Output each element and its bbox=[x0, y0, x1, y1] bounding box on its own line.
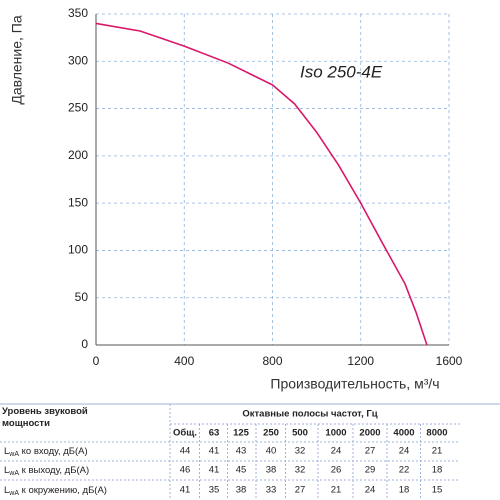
cell: 29 bbox=[365, 465, 376, 476]
cell: 43 bbox=[236, 446, 247, 457]
cell: 33 bbox=[266, 485, 277, 496]
cell: 26 bbox=[331, 465, 342, 476]
cell: 35 bbox=[209, 485, 220, 496]
cell: 24 bbox=[399, 446, 410, 457]
y-tick-label: 50 bbox=[75, 290, 89, 304]
cell: 22 bbox=[399, 465, 410, 476]
y-axis-title: Давление, Па bbox=[9, 15, 25, 105]
table-corner-box: Уровень звуковой мощности bbox=[2, 406, 88, 429]
column-header: 125 bbox=[233, 428, 250, 439]
cell: 32 bbox=[295, 465, 306, 476]
row-subscript: wA bbox=[8, 470, 19, 477]
row-text: ко входу, дБ(А) bbox=[19, 446, 88, 457]
x-tick-label: 800 bbox=[262, 354, 282, 368]
cell: 24 bbox=[331, 446, 342, 457]
column-header: 500 bbox=[292, 428, 308, 439]
row-label: LwA ко входу, дБ(А) bbox=[4, 446, 88, 458]
column-header: 4000 bbox=[393, 428, 414, 439]
cell: 44 bbox=[180, 446, 191, 457]
y-tick-label: 0 bbox=[81, 337, 88, 351]
cell: 38 bbox=[266, 465, 277, 476]
row-text: к выходу, дБ(А) bbox=[19, 465, 89, 476]
row-subscript: wA bbox=[8, 451, 19, 458]
curve bbox=[95, 22, 428, 346]
cell: 41 bbox=[209, 465, 220, 476]
row-symbol: L bbox=[4, 446, 9, 457]
y-tick-label: 350 bbox=[68, 6, 88, 20]
y-tick-label: 200 bbox=[68, 148, 88, 162]
x-axis-title: Производительность, м³/ч bbox=[270, 376, 439, 392]
x-tick-label: 0 bbox=[93, 354, 100, 368]
row-subscript: wA bbox=[8, 490, 19, 497]
cell: 32 bbox=[295, 446, 306, 457]
x-tick-label: 400 bbox=[174, 354, 194, 368]
x-tick-label: 1600 bbox=[436, 354, 463, 368]
y-tick-label: 150 bbox=[68, 195, 88, 209]
cell: 27 bbox=[365, 446, 376, 457]
cell: 46 bbox=[180, 465, 191, 476]
cell: 15 bbox=[432, 485, 443, 496]
cell: 21 bbox=[331, 485, 342, 496]
column-header: 250 bbox=[263, 428, 279, 439]
x-tick-label: 1200 bbox=[347, 354, 374, 368]
cell: 27 bbox=[295, 485, 306, 496]
cell: 38 bbox=[236, 485, 247, 496]
cell: 45 bbox=[236, 465, 247, 476]
row-text: к окружению, дБ(А) bbox=[19, 485, 107, 496]
y-tick-label: 250 bbox=[68, 101, 88, 115]
table-corner: Уровень звуковой мощности bbox=[2, 406, 88, 429]
y-tick-label: 300 bbox=[68, 53, 88, 67]
column-header: 2000 bbox=[359, 428, 380, 439]
row-symbol: L bbox=[4, 485, 9, 496]
row-label: LwA к окружению, дБ(А) bbox=[4, 485, 107, 497]
cell: 18 bbox=[432, 465, 443, 476]
column-header: 8000 bbox=[426, 428, 447, 439]
cell: 40 bbox=[266, 446, 277, 457]
column-header: Общ. bbox=[173, 428, 197, 439]
cell: 41 bbox=[180, 485, 191, 496]
row-label: LwA к выходу, дБ(А) bbox=[4, 465, 89, 477]
cell: 18 bbox=[399, 485, 410, 496]
column-header: 63 bbox=[209, 428, 220, 439]
cell: 41 bbox=[209, 446, 220, 457]
row-symbol: L bbox=[4, 465, 9, 476]
column-header: 1000 bbox=[325, 428, 346, 439]
curve-label: Iso 250-4E bbox=[300, 62, 383, 81]
table-group-header: Октавные полосы частот, Гц bbox=[242, 409, 377, 420]
cell: 21 bbox=[432, 446, 443, 457]
cell: 24 bbox=[365, 485, 376, 496]
y-tick-label: 100 bbox=[68, 243, 88, 257]
